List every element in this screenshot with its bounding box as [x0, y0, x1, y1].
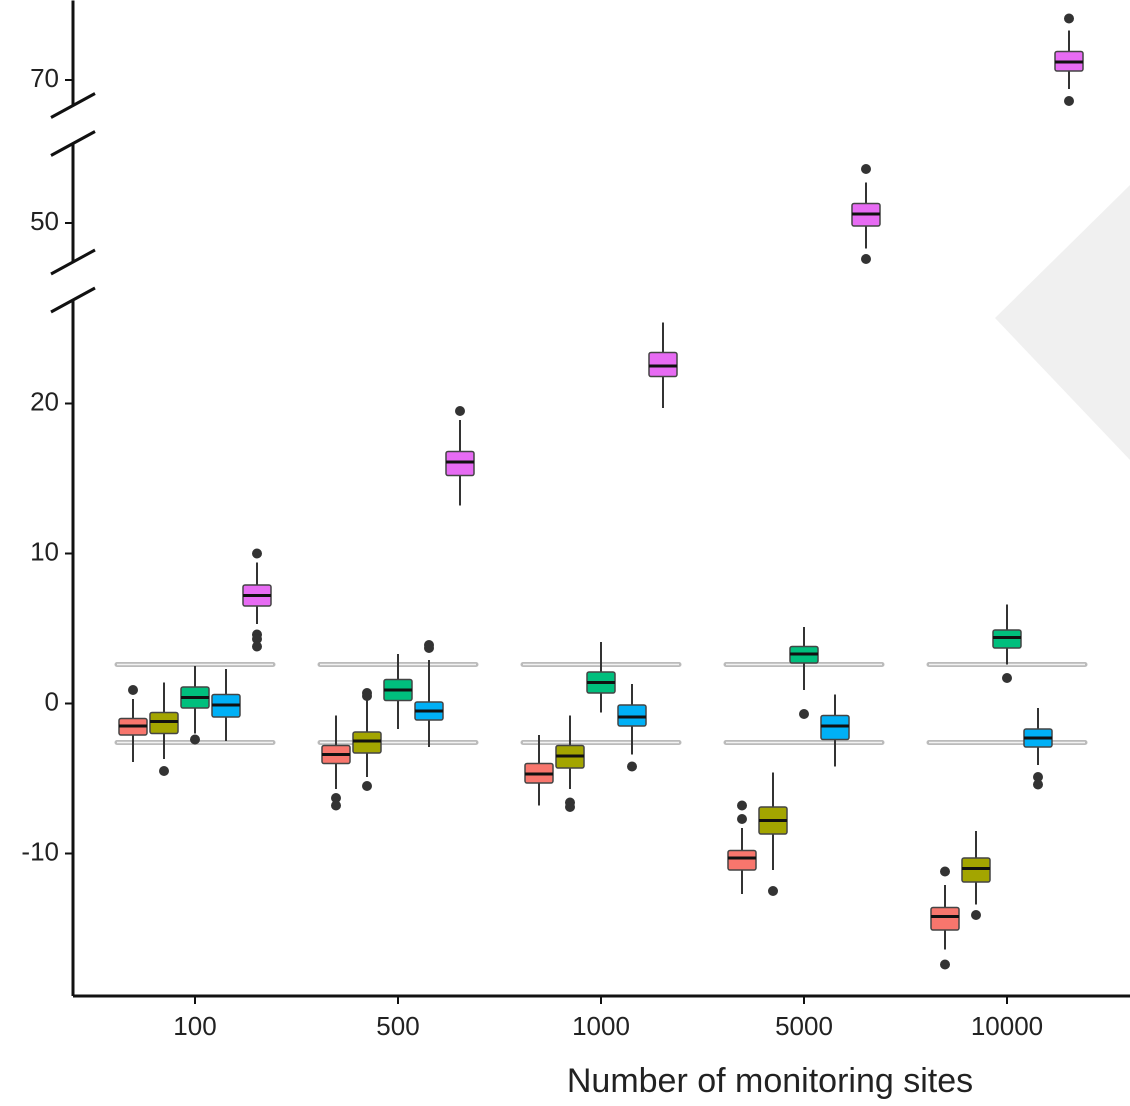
x-tick-label: 500 [376, 1011, 419, 1041]
outlier [1033, 779, 1043, 790]
outlier [190, 734, 200, 745]
background-photo [995, 185, 1130, 460]
y-tick-label: 10 [30, 536, 59, 566]
outlier [799, 709, 809, 719]
y-tick-label: 0 [45, 686, 59, 716]
outlier [252, 641, 262, 652]
box [930, 906, 960, 931]
outlier [455, 406, 465, 416]
y-tick-label: 70 [30, 63, 59, 93]
x-tick-label: 1000 [572, 1011, 630, 1041]
outlier [1064, 96, 1074, 106]
outlier [362, 691, 372, 701]
outlier [737, 800, 747, 811]
outlier [565, 802, 575, 812]
y-tick-label: 20 [30, 386, 59, 416]
outlier [252, 634, 262, 644]
outlier [1002, 673, 1012, 683]
y-tick-label: -10 [21, 836, 59, 866]
outlier [768, 886, 778, 896]
outlier [940, 866, 950, 877]
box [727, 849, 757, 871]
outlier [331, 793, 341, 803]
outlier [737, 814, 747, 824]
outlier [1064, 13, 1074, 24]
outlier [159, 766, 169, 776]
outlier [861, 254, 871, 264]
x-tick-label: 5000 [775, 1011, 833, 1041]
x-tick-label: 100 [173, 1011, 216, 1041]
y-tick-label: 50 [30, 206, 59, 236]
axis-break [50, 248, 96, 276]
outlier [940, 959, 950, 970]
x-tick-label: 10000 [971, 1011, 1043, 1041]
outlier [861, 164, 871, 174]
axis-break [50, 130, 96, 157]
outlier [1033, 772, 1043, 782]
outlier [128, 685, 138, 695]
axis-break [50, 92, 96, 119]
outlier [424, 643, 434, 653]
axis-break [50, 286, 96, 314]
outlier [362, 781, 372, 791]
outlier [971, 910, 981, 920]
outlier [627, 761, 637, 772]
x-axis-title: Number of monitoring sites [567, 1062, 973, 1100]
outlier [252, 548, 262, 559]
outlier [331, 800, 341, 811]
